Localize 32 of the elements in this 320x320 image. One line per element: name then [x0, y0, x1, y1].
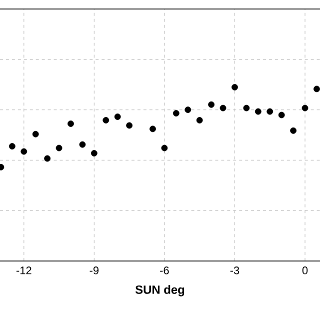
point	[114, 114, 121, 120]
point	[208, 101, 215, 108]
point	[68, 120, 74, 127]
x-tick-label: -9	[90, 266, 99, 274]
point	[184, 106, 192, 113]
x-tick-label: -3	[230, 266, 240, 274]
point	[150, 126, 156, 132]
point	[126, 122, 133, 129]
x-tick-label: 0	[302, 266, 308, 274]
x-axis-title: SUN deg	[135, 285, 184, 296]
point	[90, 150, 98, 156]
point	[172, 110, 180, 116]
point	[278, 112, 285, 118]
point	[79, 141, 86, 148]
x-tick-label: -12	[16, 266, 32, 274]
x-tick-label: -6	[160, 266, 169, 274]
point	[20, 148, 28, 155]
point	[254, 108, 262, 115]
point	[102, 117, 110, 124]
point	[44, 155, 51, 162]
point	[314, 86, 320, 92]
point	[32, 130, 39, 138]
point	[161, 144, 168, 152]
point	[243, 104, 250, 112]
point	[56, 144, 62, 152]
point	[8, 143, 16, 150]
point	[302, 104, 308, 112]
point	[220, 104, 226, 112]
point	[196, 117, 203, 124]
point	[290, 127, 296, 134]
point	[232, 84, 238, 90]
point	[266, 108, 274, 115]
